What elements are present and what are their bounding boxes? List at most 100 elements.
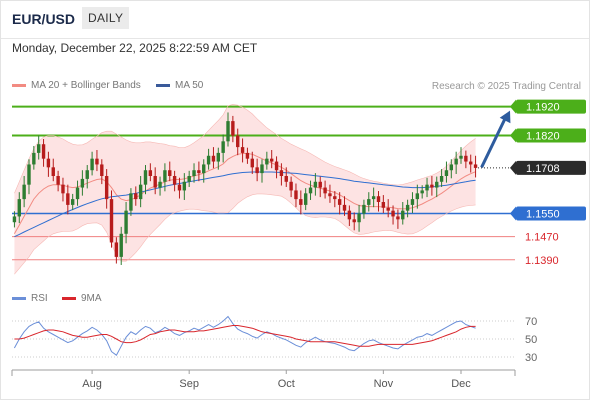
candle-body <box>313 181 318 188</box>
candle-body <box>172 176 177 185</box>
x-axis-label-Nov: Nov <box>374 378 394 390</box>
rsi-ma-line <box>14 325 476 347</box>
ma20-line <box>13 153 476 235</box>
candle-body <box>95 158 99 165</box>
candle-body <box>352 219 356 223</box>
candle-body <box>347 210 352 220</box>
candle-body <box>90 158 94 171</box>
candle-body <box>357 213 361 223</box>
candle-body <box>250 158 254 168</box>
candle-body <box>308 187 313 194</box>
candle-body <box>100 164 104 176</box>
candles <box>12 112 478 265</box>
candle-body <box>109 199 114 243</box>
candle-body <box>405 204 410 211</box>
candle-body <box>303 193 308 205</box>
candle-body <box>396 216 400 220</box>
candle-body <box>337 199 342 205</box>
candle-body <box>51 167 55 176</box>
level-label-1.1708: 1.1708 <box>526 163 560 175</box>
level-tag-1.1920 <box>516 99 586 114</box>
candle-body <box>221 141 225 153</box>
x-axis-label-Aug: Aug <box>82 378 102 390</box>
candle-body <box>245 152 250 159</box>
candle-body <box>61 184 65 194</box>
candle-body <box>32 152 36 165</box>
candle-body <box>41 144 46 159</box>
x-axis-label-Sep: Sep <box>179 378 199 390</box>
forecast-arrow-shaft <box>480 116 508 168</box>
x-axis-label-Oct: Oct <box>278 378 295 390</box>
candle-body <box>323 187 327 194</box>
level-tag-1.1708 <box>516 160 586 175</box>
symbol-title: EUR/USD <box>12 11 76 27</box>
candle-body <box>333 196 337 200</box>
candle-body <box>269 158 274 162</box>
candle-body <box>376 196 381 202</box>
rsi-tick-70: 70 <box>525 316 537 328</box>
top-bar: EUR/USD DAILY <box>0 0 590 39</box>
legend-bollinger-swatch <box>12 83 26 87</box>
legend-bollinger: MA 20 + Bollinger Bands <box>12 80 141 91</box>
level-tag-pointer-1.1708 <box>510 160 516 175</box>
level-label-1.1550: 1.1550 <box>526 209 560 221</box>
legend-rsi-label: RSI <box>31 293 48 304</box>
candle-body <box>367 199 371 205</box>
candle-body <box>318 181 322 188</box>
candle-body <box>444 170 449 176</box>
candle-body <box>70 199 75 205</box>
candle-body <box>391 210 395 217</box>
candle-body <box>386 207 390 211</box>
candle-body <box>342 204 347 211</box>
candle-body <box>401 210 405 220</box>
candle-body <box>17 199 21 217</box>
period-badge[interactable]: DAILY <box>82 7 130 29</box>
legend-rsi-ma-label: 9MA <box>81 293 102 304</box>
candle-body <box>425 184 429 191</box>
candle-body <box>66 193 70 205</box>
candle-body <box>469 161 473 165</box>
credit-text: Research © 2025 Trading Central <box>431 81 581 92</box>
rsi-tick-50: 50 <box>525 334 537 346</box>
level-tag-1.1550 <box>516 206 586 221</box>
level-tag-pointer-1.1820 <box>510 128 516 143</box>
candle-body <box>226 121 230 142</box>
candle-body <box>240 147 245 153</box>
level-label-1.1390: 1.1390 <box>525 255 559 267</box>
candle-body <box>381 202 386 208</box>
candle-body <box>231 121 235 136</box>
candle-body <box>449 164 454 171</box>
candle-body <box>27 164 31 185</box>
candle-body <box>362 204 366 214</box>
candle-body <box>197 170 201 174</box>
candle-body <box>279 170 284 176</box>
candle-body <box>138 184 143 200</box>
candle-body <box>430 184 434 188</box>
candle-body <box>473 164 478 168</box>
level-tag-pointer-1.1920 <box>510 99 516 114</box>
bollinger-upper-line <box>14 104 476 194</box>
level-label-1.1470: 1.1470 <box>525 232 559 244</box>
level-label-1.1820: 1.1820 <box>526 131 560 143</box>
candle-body <box>216 152 221 162</box>
candle-body <box>265 158 269 165</box>
candle-body <box>187 176 191 182</box>
level-label-1.1920: 1.1920 <box>526 102 560 114</box>
legend-bollinger-label: MA 20 + Bollinger Bands <box>31 80 141 91</box>
candle-body <box>129 193 133 211</box>
legend-rsi-swatch <box>12 296 26 300</box>
candle-body <box>168 170 172 176</box>
candle-body <box>143 170 148 185</box>
candle-body <box>56 176 60 185</box>
rsi-tick-30: 30 <box>525 352 537 364</box>
x-axis-label-Dec: Dec <box>451 378 471 390</box>
candle-body <box>80 178 85 188</box>
candle-body <box>211 155 216 162</box>
legend-rsi-ma: 9MA <box>62 293 102 304</box>
candle-body <box>299 199 303 205</box>
candle-body <box>284 176 288 182</box>
legend-rsi-ma-swatch <box>62 296 76 300</box>
candle-body <box>85 170 89 179</box>
candle-body <box>328 193 332 197</box>
